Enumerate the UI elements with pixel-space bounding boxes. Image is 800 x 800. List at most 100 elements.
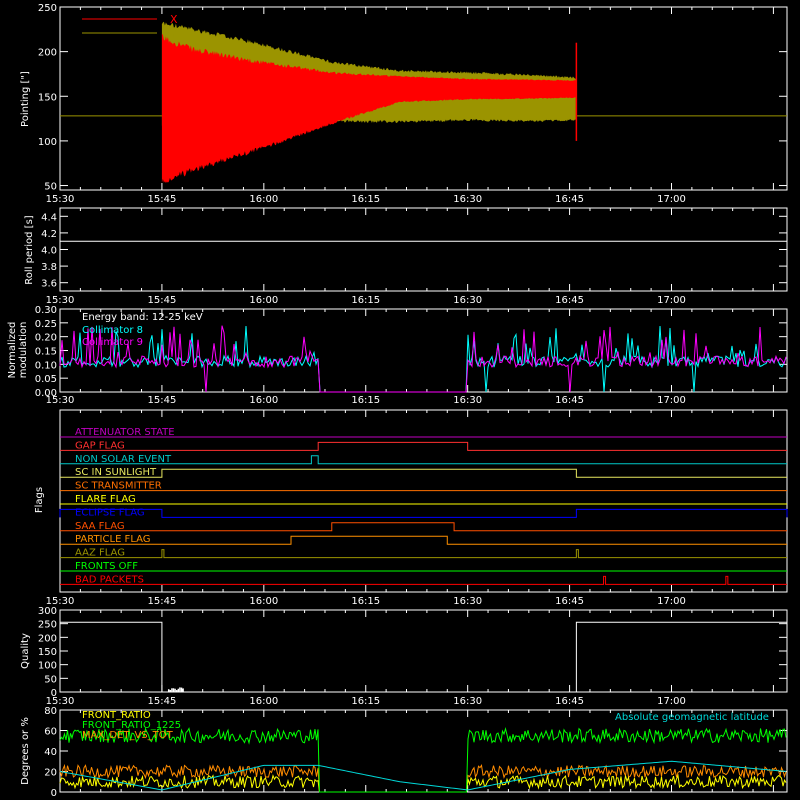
time-tick-label: 16:15 xyxy=(351,395,380,406)
y-tick-label: 40 xyxy=(44,747,57,758)
time-tick-label: 15:30 xyxy=(46,295,75,306)
time-tick-label: 16:00 xyxy=(249,596,278,607)
modulation-ylabel-line1: Normalized xyxy=(7,322,18,379)
panel-pointing: 15:30 15:45 16:00 16:15 16:30 16:45 17:00 250 20… xyxy=(20,3,788,205)
y-tick-label: 80 xyxy=(44,706,57,717)
time-tick-label: 16:00 xyxy=(249,194,278,205)
time-tick-label: 16:30 xyxy=(453,696,482,707)
time-tick-label: 16:00 xyxy=(249,295,278,306)
time-tick-label: 15:45 xyxy=(148,295,177,306)
x-pointing-band xyxy=(161,33,576,184)
flags-ticks: 15:30 15:45 16:00 16:15 16:30 16:45 17:00 xyxy=(46,410,774,607)
panel-ratios: 80 60 40 20 0 Degrees or % Absolute geomagne… xyxy=(20,706,788,799)
y-tick-label: 0.10 xyxy=(35,360,57,371)
flag-line xyxy=(60,575,787,585)
geomag-annotation: Absolute geomagnetic latitude xyxy=(615,712,769,723)
flags-frame xyxy=(59,409,788,593)
legend-collimator8: Collimator 8 xyxy=(82,325,143,336)
flag-line xyxy=(60,455,787,465)
pointing-frame xyxy=(59,6,788,191)
time-tick-label: 16:30 xyxy=(453,194,482,205)
time-tick-label: 16:30 xyxy=(453,596,482,607)
ratios-ticks: 80 60 40 20 0 xyxy=(44,706,787,799)
flag-line xyxy=(60,549,787,559)
flag-label: PARTICLE FLAG xyxy=(75,534,151,545)
flag-line xyxy=(60,468,787,478)
y-tick-label: 200 xyxy=(38,633,57,644)
y-tick-label: 3.8 xyxy=(41,262,57,273)
flag-label: ATTENUATOR STATE xyxy=(75,427,175,438)
flag-label: SAA FLAG xyxy=(75,521,125,532)
flags-series: ATTENUATOR STATE GAP FLAG NON SOLAR EVENT S… xyxy=(59,427,788,585)
y-tick-label: 50 xyxy=(44,182,57,193)
time-tick-label: 15:45 xyxy=(148,696,177,707)
flag-label: NON SOLAR EVENT xyxy=(75,454,172,465)
time-tick-label: 16:45 xyxy=(555,295,584,306)
time-tick-label: 16:30 xyxy=(453,295,482,306)
ratio-series-line xyxy=(59,727,787,793)
time-tick-label: 16:45 xyxy=(555,696,584,707)
collimator-9-line xyxy=(59,325,787,393)
roll-ticks: 15:30 15:45 16:00 16:15 16:30 16:45 17:00 4.4 4.… xyxy=(41,208,787,306)
modulation-ticks: 15:30 15:45 16:00 16:15 16:30 16:45 17:00 0.30 0… xyxy=(35,305,787,406)
roll-ylabel: Roll period [s] xyxy=(24,215,35,284)
ratios-series xyxy=(59,727,787,793)
y-tick-label: 100 xyxy=(38,661,57,672)
y-tick-label: 4.2 xyxy=(41,229,57,240)
legend-x-label: X xyxy=(170,13,178,26)
modulation-ylabel-line2: modulation xyxy=(18,322,29,379)
y-tick-label: 200 xyxy=(38,48,57,59)
y-tick-label: 4.4 xyxy=(41,212,57,223)
time-tick-label: 15:30 xyxy=(46,395,75,406)
time-tick-label: 17:00 xyxy=(657,194,686,205)
legend-y-label: Y xyxy=(169,27,177,40)
time-tick-label: 16:00 xyxy=(249,395,278,406)
y-tick-label: 0 xyxy=(51,688,57,699)
flag-line xyxy=(60,535,787,545)
time-tick-label: 16:15 xyxy=(351,596,380,607)
legend-max-det: MAX_DET_VS_TOT xyxy=(82,730,174,741)
time-tick-label: 15:45 xyxy=(148,596,177,607)
y-tick-label: 250 xyxy=(38,3,57,14)
time-tick-label: 16:45 xyxy=(555,596,584,607)
ratios-ylabel: Degrees or % xyxy=(20,717,31,785)
legend-front-ratio-1225: FRONT_RATIO_1225 xyxy=(82,720,181,731)
flag-line xyxy=(59,508,788,518)
time-tick-label: 17:00 xyxy=(657,295,686,306)
time-tick-label: 17:00 xyxy=(657,696,686,707)
flag-label: BAD PACKETS xyxy=(75,574,144,585)
geomag-latitude-line xyxy=(59,760,787,791)
modulation-series xyxy=(59,325,787,393)
flag-label: FRONTS OFF xyxy=(75,561,138,572)
quality-line xyxy=(60,621,787,693)
time-tick-label: 16:45 xyxy=(555,194,584,205)
pointing-ylabel: Pointing ["] xyxy=(20,71,31,127)
y-tick-label: 0.15 xyxy=(35,347,57,358)
time-tick-label: 15:45 xyxy=(148,194,177,205)
y-tick-label: 4.0 xyxy=(41,246,57,257)
y-tick-label: 0.05 xyxy=(35,374,57,385)
y-tick-label: 50 xyxy=(44,674,57,685)
energy-band-annotation: Energy band: 12-25 keV xyxy=(82,312,203,323)
flags-ylabel: Flags xyxy=(34,487,45,513)
time-tick-label: 15:30 xyxy=(46,596,75,607)
y-tick-label: 3.6 xyxy=(41,279,57,290)
flag-label: GAP FLAG xyxy=(75,440,125,451)
time-tick-label: 16:15 xyxy=(351,295,380,306)
y-tick-label: 0.25 xyxy=(35,319,57,330)
time-tick-label: 16:45 xyxy=(555,395,584,406)
flag-label: FLARE FLAG xyxy=(75,494,136,505)
flag-line xyxy=(60,441,787,451)
pointing-ticks: 15:30 15:45 16:00 16:15 16:30 16:45 17:00 250 20… xyxy=(38,3,787,205)
panel-quality: 15:30 15:45 16:00 16:15 16:30 16:45 17:00 300 25… xyxy=(20,606,788,707)
legend-front-ratio: FRONT_RATIO xyxy=(82,710,151,721)
quality-ylabel: Quality xyxy=(20,633,31,669)
pointing-series xyxy=(60,21,787,184)
flag-label: SC IN SUNLIGHT xyxy=(75,467,157,478)
y-tick-label: 150 xyxy=(38,92,57,103)
y-tick-label: 20 xyxy=(44,768,57,779)
time-tick-label: 16:15 xyxy=(351,696,380,707)
y-tick-label: 0.20 xyxy=(35,333,57,344)
flag-label: SC TRANSMITTER xyxy=(75,481,162,492)
